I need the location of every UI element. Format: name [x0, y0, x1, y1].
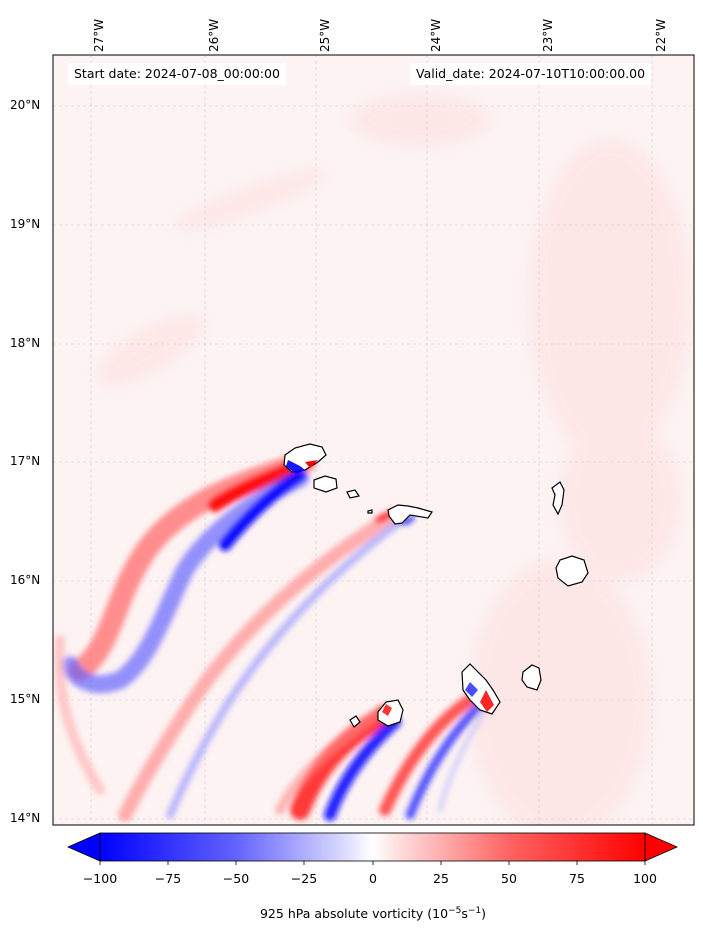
colorbar-tick-label: −50: [222, 871, 250, 886]
colorbar-extend-right: [644, 832, 678, 862]
island-santa-luzia: [346, 489, 360, 499]
island-brava: [349, 715, 361, 728]
island-fogo: [377, 699, 404, 727]
wake-fogo: [275, 705, 401, 821]
lat-label-19n: 19°N: [10, 217, 41, 231]
island-maio: [521, 664, 542, 691]
colorbar-tick-label: 75: [569, 871, 585, 886]
colorbar-ticks: [99, 861, 646, 865]
lat-label-16n: 16°N: [10, 573, 41, 587]
colorbar-label: 925 hPa absolute vorticity (10−5s−1): [0, 906, 703, 921]
island-sao-vicente: [313, 475, 338, 493]
colorbar-label-exp1: −5: [448, 906, 462, 916]
colorbar-label-mid: s: [461, 906, 468, 922]
map-frame: [52, 54, 695, 826]
colorbar-label-exp2: −1: [467, 906, 482, 916]
lat-label-17n: 17°N: [10, 454, 41, 468]
start-date-label: Start date: 2024-07-08_00:00:00: [68, 63, 286, 85]
island-branco: [367, 509, 373, 514]
colorbar-tick-label: 100: [633, 871, 657, 886]
island-sal: [551, 481, 565, 516]
colorbar-tick-label: −75: [154, 871, 182, 886]
island-sao-nicolau: [387, 504, 433, 525]
colorbar-gradient: [99, 832, 646, 862]
valid-date-label: Valid_date: 2024-07-10T10:00:00.00: [410, 63, 652, 85]
colorbar-tick-label: 0: [369, 871, 377, 886]
lat-label-18n: 18°N: [10, 336, 41, 350]
colorbar-tick-label: 25: [433, 871, 449, 886]
colorbar-tick-label: −25: [290, 871, 318, 886]
colorbar-tick-label: −100: [82, 871, 118, 886]
lat-label-20n: 20°N: [10, 98, 41, 112]
colorbar-label-end: ): [481, 906, 486, 922]
lat-label-14n: 14°N: [10, 811, 41, 825]
colorbar: [67, 832, 678, 865]
lat-label-15n: 15°N: [10, 692, 41, 706]
graticule: [53, 55, 694, 825]
island-dipoles: [286, 460, 494, 716]
wake-sao-nicolau: [118, 508, 415, 822]
weak-vorticity-patches: [97, 95, 690, 825]
wake-santiago: [379, 694, 488, 820]
colorbar-label-main: 925 hPa absolute vorticity (10: [259, 906, 449, 922]
colorbar-tick-label: 50: [501, 871, 517, 886]
colorbar-extend-left: [67, 832, 101, 862]
island-boa-vista: [555, 555, 589, 587]
